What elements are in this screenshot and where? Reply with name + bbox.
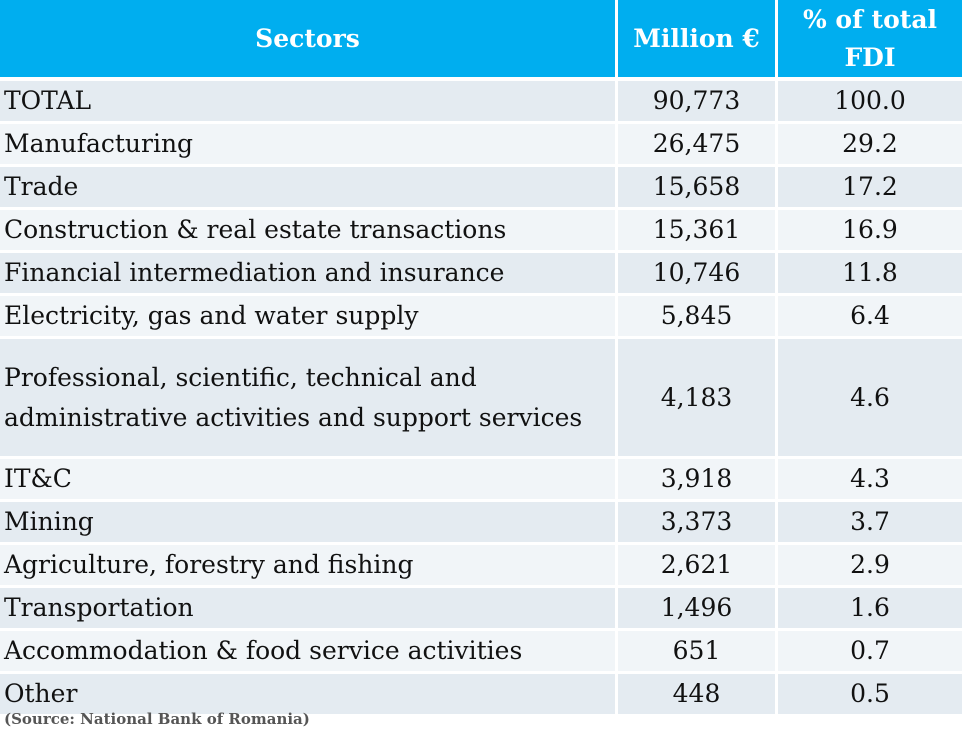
sector-cell: Trade (0, 167, 618, 210)
header-million-eur: Million € (618, 0, 778, 81)
percent-cell: 6.4 (778, 296, 962, 339)
percent-cell: 4.3 (778, 459, 962, 502)
header-row: Sectors Million € % of total FDI (0, 0, 962, 81)
sector-cell: Accommodation & food service activities (0, 631, 618, 674)
table-row: Accommodation & food service activities 6… (0, 631, 962, 674)
table-row: IT&C 3,918 4.3 (0, 459, 962, 502)
sector-cell: Agriculture, forestry and fishing (0, 545, 618, 588)
million-eur-cell: 651 (618, 631, 778, 674)
sector-cell: TOTAL (0, 81, 618, 124)
table-row: Manufacturing 26,475 29.2 (0, 124, 962, 167)
table-row: Construction & real estate transactions 1… (0, 210, 962, 253)
million-eur-cell: 5,845 (618, 296, 778, 339)
million-eur-cell: 10,746 (618, 253, 778, 296)
sector-cell: Electricity, gas and water supply (0, 296, 618, 339)
sector-cell: Professional, scientific, technical and … (0, 339, 618, 459)
percent-cell: 1.6 (778, 588, 962, 631)
table-row: Agriculture, forestry and fishing 2,621 2.… (0, 545, 962, 588)
sector-cell: Financial intermediation and insurance (0, 253, 618, 296)
million-eur-cell: 15,658 (618, 167, 778, 210)
percent-cell: 4.6 (778, 339, 962, 459)
percent-cell: 0.7 (778, 631, 962, 674)
percent-cell: 100.0 (778, 81, 962, 124)
percent-cell: 0.5 (778, 674, 962, 717)
million-eur-cell: 3,373 (618, 502, 778, 545)
fdi-by-sector-table: Sectors Million € % of total FDI TOTAL 90… (0, 0, 962, 717)
million-eur-cell: 15,361 (618, 210, 778, 253)
table-row: Mining 3,373 3.7 (0, 502, 962, 545)
sector-cell: IT&C (0, 459, 618, 502)
million-eur-cell: 3,918 (618, 459, 778, 502)
million-eur-cell: 2,621 (618, 545, 778, 588)
million-eur-cell: 4,183 (618, 339, 778, 459)
sector-cell: Transportation (0, 588, 618, 631)
million-eur-cell: 26,475 (618, 124, 778, 167)
percent-cell: 3.7 (778, 502, 962, 545)
table-row: Transportation 1,496 1.6 (0, 588, 962, 631)
sector-cell: Construction & real estate transactions (0, 210, 618, 253)
table-row: Professional, scientific, technical and … (0, 339, 962, 459)
sector-cell: Other (0, 674, 618, 717)
million-eur-cell: 1,496 (618, 588, 778, 631)
header-sectors: Sectors (0, 0, 618, 81)
header-percent-fdi: % of total FDI (778, 0, 962, 81)
percent-cell: 11.8 (778, 253, 962, 296)
percent-cell: 2.9 (778, 545, 962, 588)
million-eur-cell: 448 (618, 674, 778, 717)
percent-cell: 16.9 (778, 210, 962, 253)
sector-cell: Manufacturing (0, 124, 618, 167)
table-row: Other 448 0.5 (0, 674, 962, 717)
table-row: Electricity, gas and water supply 5,845 6.… (0, 296, 962, 339)
table-row: TOTAL 90,773 100.0 (0, 81, 962, 124)
source-note: (Source: National Bank of Romania) (4, 710, 310, 728)
sector-cell: Mining (0, 502, 618, 545)
table-row: Trade 15,658 17.2 (0, 167, 962, 210)
table-row: Financial intermediation and insurance 10… (0, 253, 962, 296)
million-eur-cell: 90,773 (618, 81, 778, 124)
percent-cell: 17.2 (778, 167, 962, 210)
percent-cell: 29.2 (778, 124, 962, 167)
